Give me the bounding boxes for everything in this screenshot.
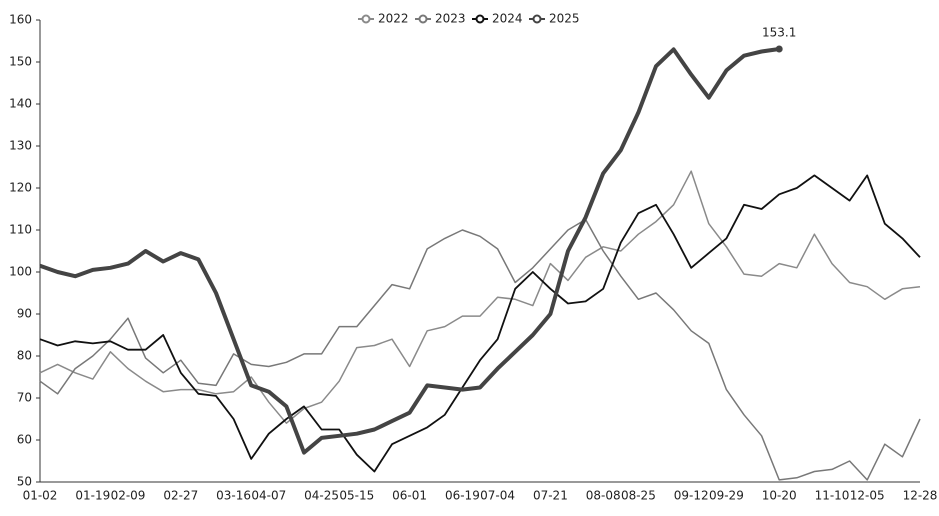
series-line (39, 174, 921, 473)
y-tick-label: 50 (17, 475, 32, 489)
legend-label: 2025 (549, 12, 580, 26)
x-tick-label: 08-25 (621, 489, 656, 503)
series-line (39, 47, 780, 455)
series-line (39, 170, 921, 424)
legend-label: 2022 (378, 12, 409, 26)
series-line (39, 218, 921, 481)
x-tick-label: 12-05 (850, 489, 885, 503)
x-tick-label: 02-09 (111, 489, 146, 503)
y-tick-label: 100 (9, 265, 32, 279)
x-tick-label: 09-12 (674, 489, 709, 503)
y-tick-label: 130 (9, 139, 32, 153)
y-tick-label: 140 (9, 97, 32, 111)
x-tick-label: 09-29 (709, 489, 744, 503)
x-tick-label: 11-10 (815, 489, 850, 503)
legend-marker (475, 14, 485, 24)
x-tick-label: 02-27 (163, 489, 198, 503)
x-tick-label: 04-25 (304, 489, 339, 503)
x-tick-label: 08-08 (586, 489, 621, 503)
legend-marker (418, 14, 428, 24)
x-tick-label: 06-19 (445, 489, 480, 503)
x-tick-label: 07-04 (480, 489, 515, 503)
y-tick-label: 90 (17, 307, 32, 321)
x-tick-label: 07-21 (533, 489, 568, 503)
y-tick-label: 120 (9, 181, 32, 195)
y-tick-label: 110 (9, 223, 32, 237)
x-tick-label: 05-15 (339, 489, 374, 503)
y-tick-label: 70 (17, 391, 32, 405)
y-tick-label: 150 (9, 55, 32, 69)
x-tick-label: 01-19 (75, 489, 110, 503)
x-tick-label: 12-28 (903, 489, 938, 503)
data-label: 153.1 (762, 25, 796, 39)
y-tick-label: 160 (9, 13, 32, 27)
legend-marker (361, 14, 371, 24)
y-tick-label: 80 (17, 349, 32, 363)
end-point (775, 45, 783, 53)
legend-label: 2024 (492, 12, 523, 26)
x-tick-label: 06-01 (392, 489, 427, 503)
x-tick-label: 03-16 (216, 489, 251, 503)
legend-marker (532, 14, 542, 24)
legend-label: 2023 (435, 12, 466, 26)
x-tick-label: 04-07 (251, 489, 286, 503)
x-tick-label: 01-02 (23, 489, 58, 503)
y-tick-label: 60 (17, 433, 32, 447)
x-tick-label: 10-20 (762, 489, 797, 503)
